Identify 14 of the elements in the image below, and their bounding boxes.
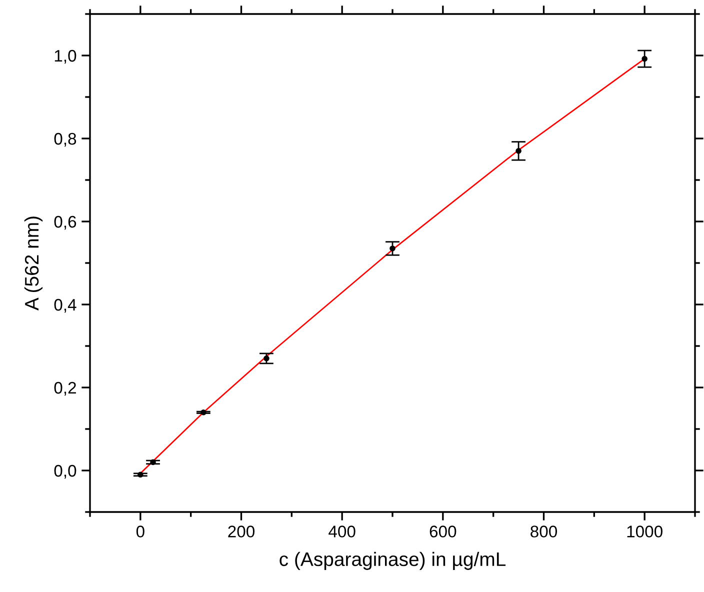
x-tick-label: 0 xyxy=(136,526,144,538)
y-axis-title: A (562 nm) xyxy=(24,216,43,311)
y-tick-label: 1,0 xyxy=(54,50,76,64)
y-tick-label: 0,8 xyxy=(54,132,76,147)
x-tick-label: 200 xyxy=(228,526,255,538)
y-tick-label: 0,2 xyxy=(54,382,76,396)
x-tick-label: 400 xyxy=(328,526,356,538)
y-tick-label: 0,0 xyxy=(54,464,76,479)
y-tick-label: 0,6 xyxy=(54,216,76,230)
x-tick-label: 600 xyxy=(430,526,456,538)
x-tick-label: 1000 xyxy=(627,526,662,538)
y-tick-label: 0,4 xyxy=(54,298,76,313)
x-axis-title: c (Asparaginase) in µg/mL xyxy=(280,552,506,570)
x-tick-label: 800 xyxy=(530,526,558,538)
